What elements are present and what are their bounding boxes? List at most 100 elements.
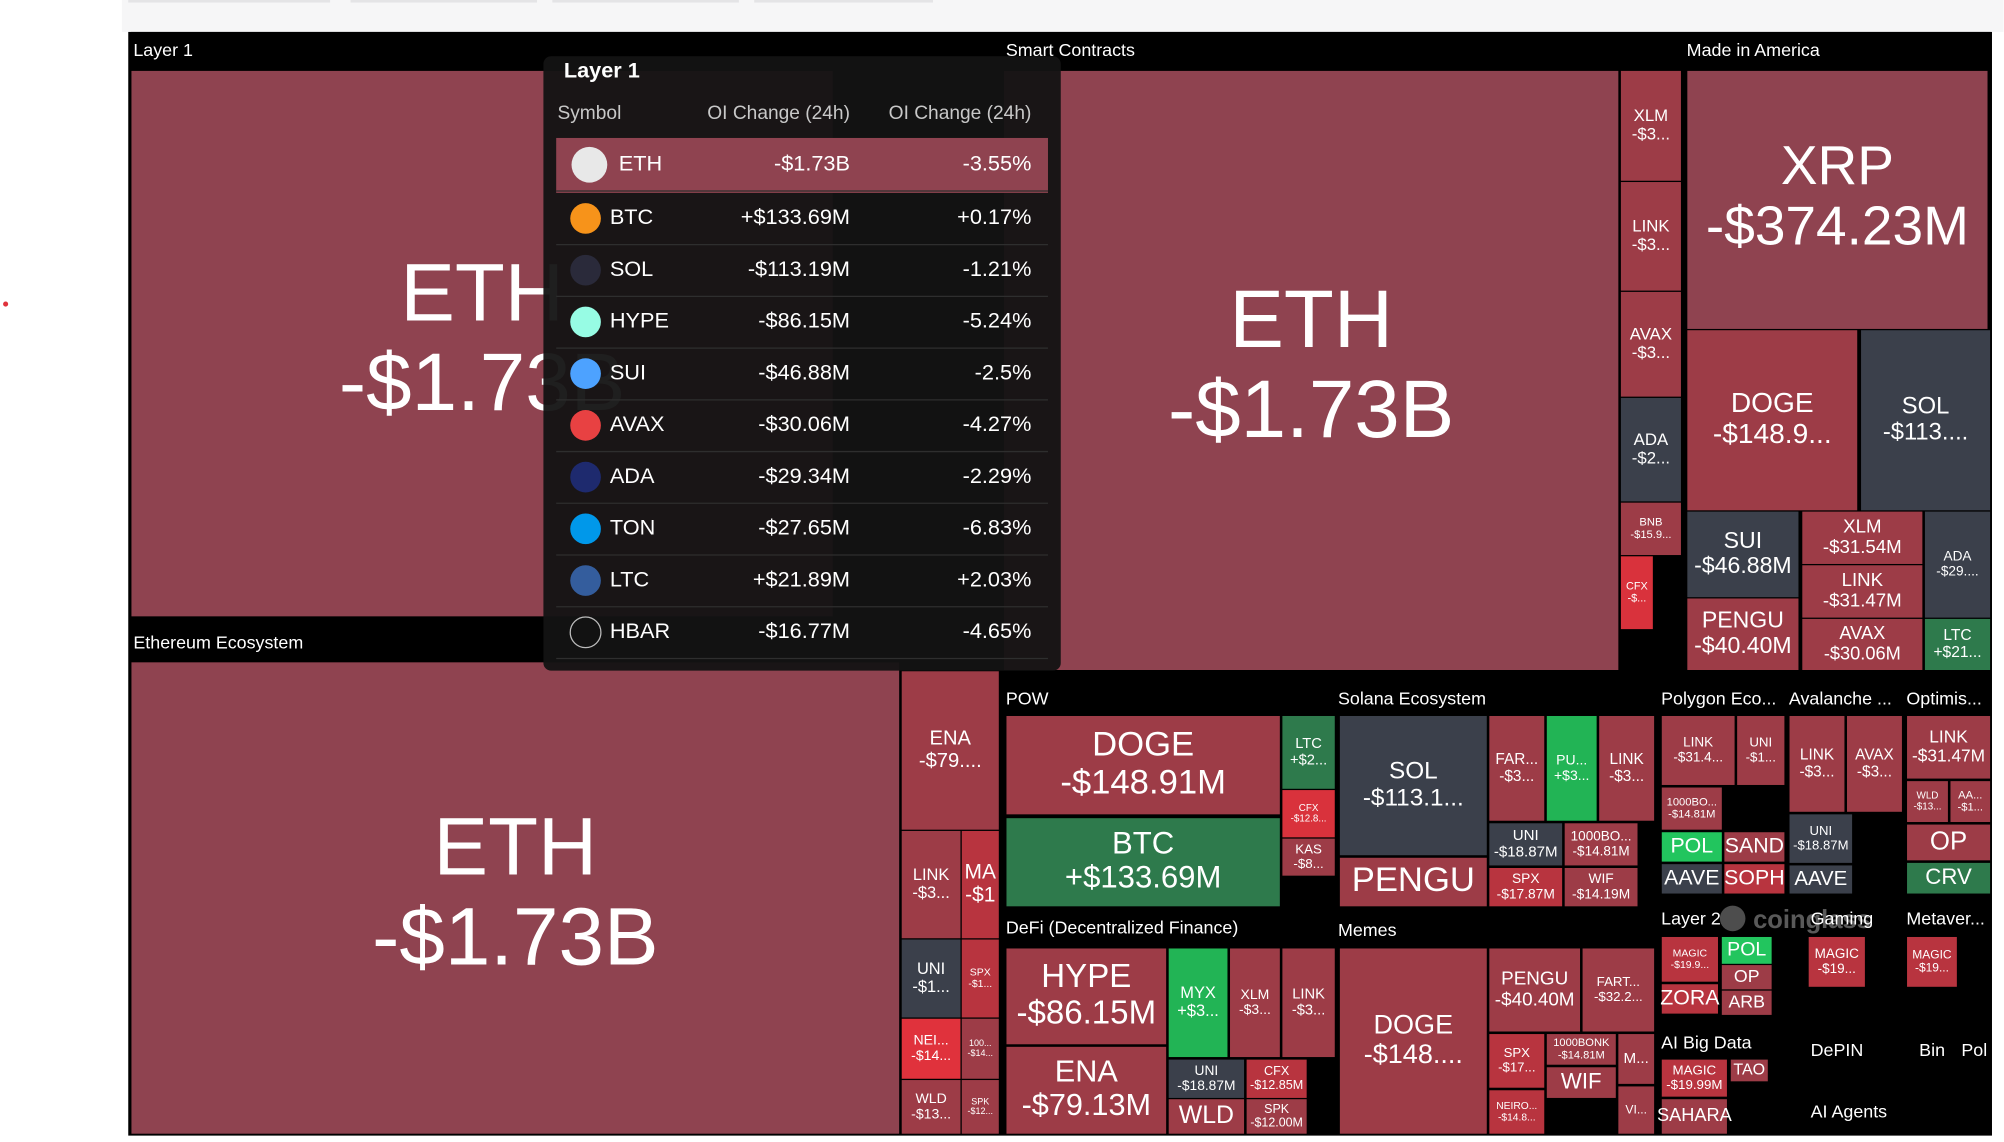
tile — [1006, 948, 1167, 1045]
tab — [552, 0, 739, 3]
tile — [1339, 948, 1487, 1134]
tile-change: -$14... — [911, 1047, 951, 1063]
tile-change: -$1.73B — [1168, 364, 1454, 455]
row-oi-value: -$46.88M — [758, 359, 850, 384]
tile-change: -$46.88M — [1694, 552, 1792, 578]
tile-change: -$18.87M — [1494, 844, 1558, 861]
tile — [1724, 864, 1785, 894]
sector-header — [1658, 1024, 1806, 1061]
tile-change: -$1.73B — [372, 892, 658, 983]
tile-change: -$29.... — [1936, 564, 1978, 579]
sector-header — [1003, 680, 1336, 717]
tile-symbol: UNI — [1749, 735, 1772, 750]
tile-change: -$13... — [911, 1105, 951, 1121]
row-symbol: AVAX — [610, 411, 665, 436]
row-symbol: HYPE — [610, 308, 669, 333]
sector-header — [1903, 680, 1991, 717]
tile-change: -$86.15M — [1016, 994, 1156, 1031]
tile-symbol: SPX — [1504, 1045, 1531, 1060]
tile — [1620, 556, 1653, 630]
column-header: OI Change (24h) — [889, 103, 1032, 124]
tile-symbol: UNI — [917, 960, 945, 978]
row-oi-percent: +2.03% — [957, 566, 1031, 591]
tile-symbol: OP — [1734, 966, 1760, 986]
tile — [1618, 1086, 1655, 1134]
tile — [1546, 1067, 1616, 1098]
sector-title: Polygon Eco... — [1661, 689, 1776, 709]
row-oi-value: +$21.89M — [753, 566, 850, 591]
tile-change: -$3... — [1239, 1001, 1271, 1017]
row-symbol: SUI — [610, 359, 646, 384]
tile-change: -$14.81M — [1558, 1049, 1605, 1061]
tile-symbol: ADA — [1943, 549, 1972, 564]
sector-header — [1808, 900, 1904, 937]
tile — [1721, 990, 1772, 1015]
tile — [1661, 984, 1718, 1014]
sector-title: AI Agents — [1811, 1101, 1888, 1121]
tile-symbol: SAND — [1725, 834, 1784, 858]
tile-symbol: NEI... — [914, 1032, 949, 1048]
tile-symbol: SPK — [1264, 1102, 1290, 1116]
row-oi-value: +$133.69M — [741, 204, 850, 229]
coin-icon — [571, 146, 608, 183]
tile — [1924, 511, 1991, 618]
tile — [1489, 1090, 1545, 1134]
tile — [1661, 864, 1722, 894]
coin-icon — [570, 461, 601, 493]
tile-symbol: FART... — [1597, 974, 1640, 989]
tile-symbol: HYPE — [1041, 958, 1131, 995]
tile-symbol: UNI — [1195, 1063, 1219, 1078]
tile-change: -$14.81M — [1573, 843, 1630, 858]
tile-change: -$14.8... — [1498, 1112, 1536, 1123]
tile — [901, 1018, 961, 1079]
tile-change: -$3... — [1857, 763, 1892, 780]
tile-change: -$15.9... — [1630, 529, 1671, 541]
tile-change: -$12... — [968, 1106, 993, 1116]
row-oi-value: -$113.19M — [748, 256, 850, 281]
tile-change: +$3... — [1177, 1002, 1219, 1020]
tile — [961, 830, 999, 939]
tile-change: -$113.1... — [1363, 784, 1464, 811]
tile-symbol: AA... — [1958, 789, 1982, 801]
tile — [1789, 814, 1853, 863]
tile-symbol: POL — [1727, 939, 1766, 961]
tile-change: -$31.4... — [1673, 749, 1723, 764]
tile-symbol: CFX — [1264, 1064, 1290, 1078]
row-oi-value: -$27.65M — [758, 515, 850, 540]
tile — [1661, 832, 1722, 862]
tile-symbol: 1000BONK — [1553, 1037, 1610, 1049]
tile-change: -$31.54M — [1823, 536, 1902, 557]
tile — [1599, 715, 1655, 821]
tile — [901, 939, 961, 1018]
tile-symbol: LINK — [1292, 987, 1325, 1003]
tile-symbol: LTC — [1295, 736, 1322, 752]
row-oi-value: -$16.77M — [758, 618, 850, 643]
tile-symbol: M... — [1624, 1050, 1649, 1067]
tile-change: -$18.87M — [1793, 837, 1848, 852]
tile-symbol: FAR... — [1495, 751, 1538, 768]
tile-symbol: DOGE — [1374, 1009, 1454, 1039]
top-strip — [121, 0, 2004, 32]
tile-symbol: PENGU — [1702, 607, 1784, 633]
sector-title: DeFi (Decentralized Finance) — [1006, 917, 1238, 937]
tile-symbol: OP — [1930, 827, 1967, 855]
row-oi-percent: -4.65% — [963, 618, 1032, 643]
tile-symbol: AVAX — [1630, 324, 1672, 343]
tile — [1339, 857, 1487, 907]
tile-change: -$31.47M — [1912, 745, 1985, 765]
tooltip-panel — [543, 56, 1061, 671]
tile-symbol: LINK — [1683, 735, 1713, 750]
tile-symbol: MAGIC — [1815, 946, 1859, 961]
tile-symbol: CFX — [1626, 581, 1649, 593]
tile-change: -$3... — [1499, 768, 1534, 785]
tile-change: -$1 — [965, 884, 995, 907]
tile-symbol: PU... — [1556, 751, 1587, 767]
tile-change: +$21... — [1933, 644, 1981, 661]
tile-symbol: ENA — [930, 728, 972, 750]
tile — [1730, 1059, 1768, 1082]
tile-symbol: BNB — [1639, 517, 1662, 529]
tile — [1721, 936, 1772, 964]
coin-icon — [570, 513, 601, 545]
